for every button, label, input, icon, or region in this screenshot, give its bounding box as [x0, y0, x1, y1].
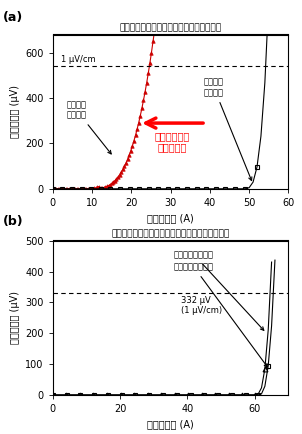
Y-axis label: コイル電圧 (μV): コイル電圧 (μV): [10, 291, 20, 345]
Text: エポキシ含浸なし: エポキシ含浸なし: [174, 250, 264, 330]
Text: エポキシ
含浸あり: エポキシ 含浸あり: [66, 100, 111, 154]
X-axis label: コイル電流 (A): コイル電流 (A): [147, 420, 194, 430]
Text: (a): (a): [3, 11, 23, 24]
Text: (b): (b): [3, 215, 24, 228]
Y-axis label: コイル電圧 (μV): コイル電圧 (μV): [10, 85, 20, 138]
Text: エポキシ含浸あり: エポキシ含浸あり: [174, 263, 268, 367]
Title: 従来の絶縁ワイヤを使用したコイルの特性: 従来の絶縁ワイヤを使用したコイルの特性: [120, 23, 222, 33]
Text: 1 μV/cm: 1 μV/cm: [61, 55, 95, 64]
Text: 超伝導特性が
大幅に劣化: 超伝導特性が 大幅に劣化: [155, 131, 190, 153]
Title: 今回開発した絶縁ワイヤを使用したコイルの特性: 今回開発した絶縁ワイヤを使用したコイルの特性: [111, 230, 230, 239]
Text: エポキシ
含浸なし: エポキシ 含浸なし: [204, 78, 252, 181]
Text: 332 μV
(1 μV/cm): 332 μV (1 μV/cm): [181, 296, 222, 315]
X-axis label: コイル電流 (A): コイル電流 (A): [147, 214, 194, 224]
